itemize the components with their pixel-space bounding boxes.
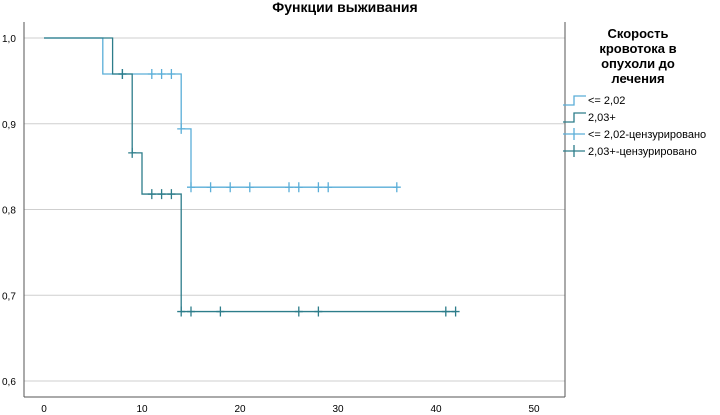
legend-item: 2,03+ <box>563 112 616 124</box>
censor-mark <box>441 306 450 317</box>
censor-mark <box>177 123 186 134</box>
censor-mark <box>128 147 137 158</box>
legend-label: 2,03+ <box>588 112 616 124</box>
legend-title-line: кровотока в <box>599 41 676 56</box>
legend-title-line: Скорость <box>608 26 669 41</box>
legend-title-line: опухоли до <box>601 56 675 71</box>
x-tick-label: 20 <box>234 404 246 415</box>
censor-mark <box>206 182 215 193</box>
survival-step-line <box>44 37 397 188</box>
legend-title-line: лечения <box>611 71 664 86</box>
x-tick-label: 0 <box>41 404 47 415</box>
censor-mark <box>285 182 293 193</box>
censor-mark <box>157 189 166 200</box>
legend-label: 2,03+-цензурировано <box>588 146 697 158</box>
censor-mark <box>226 182 235 193</box>
y-tick-label: 0,6 <box>2 377 16 388</box>
legend-item: <= 2,02-цензурировано <box>563 128 706 141</box>
censor-mark <box>147 189 156 200</box>
censor-mark <box>167 69 176 80</box>
y-tick-label: 0,9 <box>2 120 16 131</box>
series-group <box>44 37 460 317</box>
legend-step-icon <box>563 112 586 123</box>
grid-lines: 0,6 0,7 0,8 0,9 1,0 <box>2 34 565 388</box>
x-tick-label: 50 <box>528 404 540 415</box>
axes: 0 10 20 30 40 50 <box>23 22 566 415</box>
censor-mark <box>392 182 401 193</box>
censor-mark <box>324 182 333 193</box>
censor-mark <box>177 306 186 317</box>
censor-mark <box>294 306 303 317</box>
censor-mark <box>187 182 195 193</box>
censor-mark <box>451 306 460 317</box>
censor-mark <box>157 69 166 80</box>
censor-mark <box>118 69 127 80</box>
chart-title: Функции выживания <box>272 0 417 15</box>
censor-mark <box>314 182 323 193</box>
legend-censor-icon <box>563 128 585 140</box>
censor-mark <box>245 182 254 193</box>
legend-label: <= 2,02 <box>588 95 625 107</box>
censor-mark <box>216 306 225 317</box>
series-layer <box>44 37 460 317</box>
x-tick-label: 30 <box>332 404 344 415</box>
censor-mark <box>294 182 303 193</box>
censor-mark <box>147 69 156 80</box>
x-tick-label: 10 <box>136 404 148 415</box>
legend-item: 2,03+-цензурировано <box>563 145 697 158</box>
y-tick-label: 0,8 <box>2 206 16 217</box>
y-tick-label: 1,0 <box>2 34 16 45</box>
legend-censor-icon <box>563 145 585 157</box>
x-tick-label: 40 <box>430 404 442 415</box>
legend-item: <= 2,02 <box>563 95 625 107</box>
censor-mark <box>167 189 176 200</box>
series-group <box>44 37 401 193</box>
legend-step-icon <box>563 95 586 106</box>
y-tick-label: 0,7 <box>2 291 16 302</box>
censor-mark <box>187 306 195 317</box>
survival-step-line <box>44 37 456 313</box>
legend-label: <= 2,02-цензурировано <box>588 129 706 141</box>
censor-mark <box>314 306 323 317</box>
